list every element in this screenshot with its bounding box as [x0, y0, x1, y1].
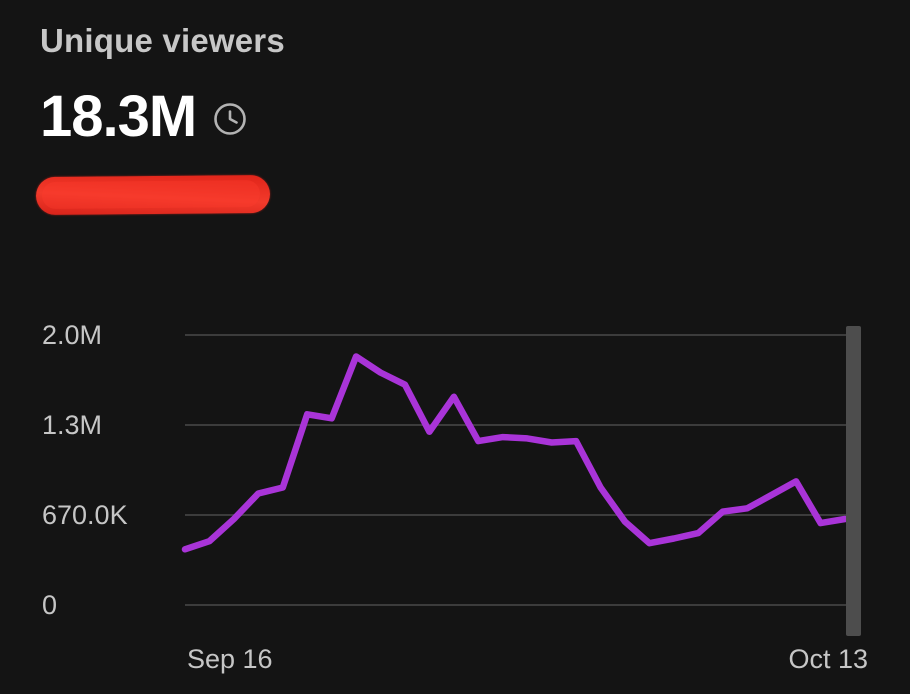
y-axis-tick: 2.0M [42, 320, 103, 350]
series-line [181, 353, 849, 553]
metric-row: 18.3M [40, 88, 248, 146]
x-axis-tick-start: Sep 16 [187, 644, 273, 674]
x-axis-tick-end: Oct 13 [788, 644, 868, 674]
y-axis-tick: 670.0K [42, 500, 128, 530]
chart-scrollbar[interactable] [846, 326, 861, 636]
y-axis-tick: 0 [42, 590, 58, 620]
unique-viewers-value: 18.3M [40, 84, 197, 149]
page-title: Unique viewers [40, 22, 285, 59]
y-axis-tick: 1.3M [42, 410, 103, 440]
clock-icon [212, 101, 248, 137]
gridlines [185, 334, 861, 606]
